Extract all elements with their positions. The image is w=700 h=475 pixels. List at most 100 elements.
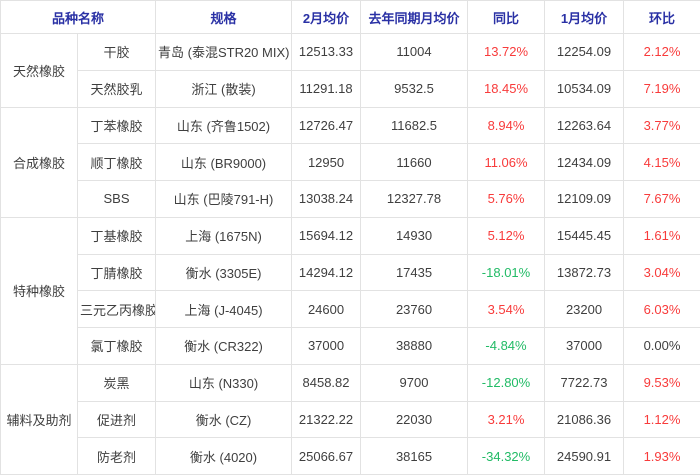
spec-cell: 山东 (齐鲁1502) bbox=[155, 106, 293, 145]
yoy-cell: 11.06% bbox=[467, 143, 546, 181]
jan-avg-cell: 15445.45 bbox=[544, 216, 625, 255]
mom-cell: 2.12% bbox=[623, 33, 700, 71]
yoy-cell: 5.76% bbox=[467, 180, 546, 218]
jan-avg-cell: 37000 bbox=[544, 327, 625, 365]
feb-avg-cell: 12513.33 bbox=[291, 33, 362, 71]
table-row: 辅料及助剂 炭黑 山东 (N330) 8458.82 9700 -12.80% 7722.7… bbox=[0, 363, 700, 475]
category-cell: 天然橡胶 bbox=[0, 33, 78, 108]
table-row: 丁腈橡胶 衡水 (3305E) 14294.12 17435 -18.01% 13872.… bbox=[1, 253, 700, 292]
jan-avg-cell: 24590.91 bbox=[544, 437, 625, 475]
mom-cell: 7.19% bbox=[623, 69, 700, 108]
spec-cell: 青岛 (泰混STR20 MIX) bbox=[155, 33, 293, 71]
last-year-avg-cell: 11682.5 bbox=[360, 106, 469, 145]
last-year-avg-cell: 9532.5 bbox=[360, 69, 469, 108]
spec-cell: 衡水 (3305E) bbox=[155, 253, 293, 292]
table-row: 天然橡胶 干胶 青岛 (泰混STR20 MIX) 12513.33 11004 13.72… bbox=[0, 33, 700, 108]
jan-avg-cell: 12434.09 bbox=[544, 143, 625, 181]
mom-cell: 6.03% bbox=[623, 290, 700, 328]
feb-avg-cell: 11291.18 bbox=[291, 69, 362, 108]
last-year-avg-cell: 12327.78 bbox=[360, 180, 469, 218]
header-spec: 规格 bbox=[155, 0, 293, 34]
mom-cell: 1.93% bbox=[623, 437, 700, 475]
table-row: 特种橡胶 丁基橡胶 上海 (1675N) 15694.12 14930 5.12% 1544… bbox=[0, 216, 700, 365]
jan-avg-cell: 13872.73 bbox=[544, 253, 625, 292]
table-row: 天然胶乳 浙江 (散装) 11291.18 9532.5 18.45% 10534.09 7… bbox=[1, 69, 700, 108]
mom-cell: 3.04% bbox=[623, 253, 700, 292]
last-year-avg-cell: 22030 bbox=[360, 400, 469, 439]
last-year-avg-cell: 9700 bbox=[360, 363, 469, 402]
feb-avg-cell: 12950 bbox=[291, 143, 362, 181]
last-year-avg-cell: 17435 bbox=[360, 253, 469, 292]
header-feb-avg: 2月均价 bbox=[291, 0, 362, 34]
product-cell: 丁苯橡胶 bbox=[76, 106, 157, 145]
table-row: SBS 山东 (巴陵791-H) 13038.24 12327.78 5.76% 1210… bbox=[1, 180, 700, 218]
spec-cell: 衡水 (CR322) bbox=[155, 327, 293, 365]
table-row: 防老剂 衡水 (4020) 25066.67 38165 -34.32% 24590.91… bbox=[1, 437, 700, 475]
spec-cell: 山东 (N330) bbox=[155, 363, 293, 402]
last-year-avg-cell: 11004 bbox=[360, 33, 469, 71]
jan-avg-cell: 12109.09 bbox=[544, 180, 625, 218]
product-cell: 丁基橡胶 bbox=[76, 216, 157, 255]
table-row: 顺丁橡胶 山东 (BR9000) 12950 11660 11.06% 12434.09 4… bbox=[1, 143, 700, 181]
jan-avg-cell: 10534.09 bbox=[544, 69, 625, 108]
category-cell: 合成橡胶 bbox=[0, 106, 78, 218]
mom-cell: 4.15% bbox=[623, 143, 700, 181]
mom-cell: 1.61% bbox=[623, 216, 700, 255]
yoy-cell: -18.01% bbox=[467, 253, 546, 292]
category-cell: 特种橡胶 bbox=[0, 216, 78, 365]
spec-cell: 上海 (1675N) bbox=[155, 216, 293, 255]
spec-cell: 浙江 (散装) bbox=[155, 69, 293, 108]
header-category-product: 品种名称 bbox=[0, 0, 157, 34]
yoy-cell: -4.84% bbox=[467, 327, 546, 365]
feb-avg-cell: 37000 bbox=[291, 327, 362, 365]
jan-avg-cell: 12263.64 bbox=[544, 106, 625, 145]
yoy-cell: -12.80% bbox=[467, 363, 546, 402]
last-year-avg-cell: 38880 bbox=[360, 327, 469, 365]
product-cell: 防老剂 bbox=[76, 437, 157, 475]
feb-avg-cell: 24600 bbox=[291, 290, 362, 328]
table-row: 促进剂 衡水 (CZ) 21322.22 22030 3.21% 21086.36 1.12… bbox=[1, 400, 700, 439]
jan-avg-cell: 12254.09 bbox=[544, 33, 625, 71]
product-cell: 氯丁橡胶 bbox=[76, 327, 157, 365]
yoy-cell: 5.12% bbox=[467, 216, 546, 255]
product-cell: 三元乙丙橡胶 bbox=[76, 290, 157, 328]
product-cell: 丁腈橡胶 bbox=[76, 253, 157, 292]
last-year-avg-cell: 11660 bbox=[360, 143, 469, 181]
header-yoy: 同比 bbox=[467, 0, 546, 34]
table-row: 合成橡胶 丁苯橡胶 山东 (齐鲁1502) 12726.47 11682.5 8.94% 1… bbox=[0, 106, 700, 218]
feb-avg-cell: 21322.22 bbox=[291, 400, 362, 439]
feb-avg-cell: 14294.12 bbox=[291, 253, 362, 292]
product-cell: 天然胶乳 bbox=[76, 69, 157, 108]
product-cell: 炭黑 bbox=[76, 363, 157, 402]
category-cell: 辅料及助剂 bbox=[0, 363, 78, 475]
product-cell: 促进剂 bbox=[76, 400, 157, 439]
yoy-cell: 18.45% bbox=[467, 69, 546, 108]
yoy-cell: 8.94% bbox=[467, 106, 546, 145]
yoy-cell: 3.54% bbox=[467, 290, 546, 328]
jan-avg-cell: 23200 bbox=[544, 290, 625, 328]
table-row: 三元乙丙橡胶 上海 (J-4045) 24600 23760 3.54% 23200 6.0… bbox=[1, 290, 700, 328]
price-table-body: 天然橡胶 干胶 青岛 (泰混STR20 MIX) 12513.33 11004 13.72… bbox=[0, 33, 700, 475]
spec-cell: 山东 (BR9000) bbox=[155, 143, 293, 181]
feb-avg-cell: 25066.67 bbox=[291, 437, 362, 475]
product-cell: SBS bbox=[76, 180, 157, 218]
header-row: 品种名称 规格 2月均价 去年同期月均价 同比 1月均价 环比 bbox=[0, 0, 700, 34]
yoy-cell: 3.21% bbox=[467, 400, 546, 439]
last-year-avg-cell: 23760 bbox=[360, 290, 469, 328]
mom-cell: 0.00% bbox=[623, 327, 700, 365]
mom-cell: 3.77% bbox=[623, 106, 700, 145]
mom-cell: 9.53% bbox=[623, 363, 700, 402]
mom-cell: 7.67% bbox=[623, 180, 700, 218]
feb-avg-cell: 8458.82 bbox=[291, 363, 362, 402]
spec-cell: 衡水 (4020) bbox=[155, 437, 293, 475]
last-year-avg-cell: 38165 bbox=[360, 437, 469, 475]
feb-avg-cell: 15694.12 bbox=[291, 216, 362, 255]
table-row: 氯丁橡胶 衡水 (CR322) 37000 38880 -4.84% 37000 0.00% bbox=[1, 327, 700, 365]
header-last-year-avg: 去年同期月均价 bbox=[360, 0, 469, 34]
product-cell: 干胶 bbox=[76, 33, 157, 71]
product-cell: 顺丁橡胶 bbox=[76, 143, 157, 181]
spec-cell: 山东 (巴陵791-H) bbox=[155, 180, 293, 218]
header-jan-avg: 1月均价 bbox=[544, 0, 625, 34]
